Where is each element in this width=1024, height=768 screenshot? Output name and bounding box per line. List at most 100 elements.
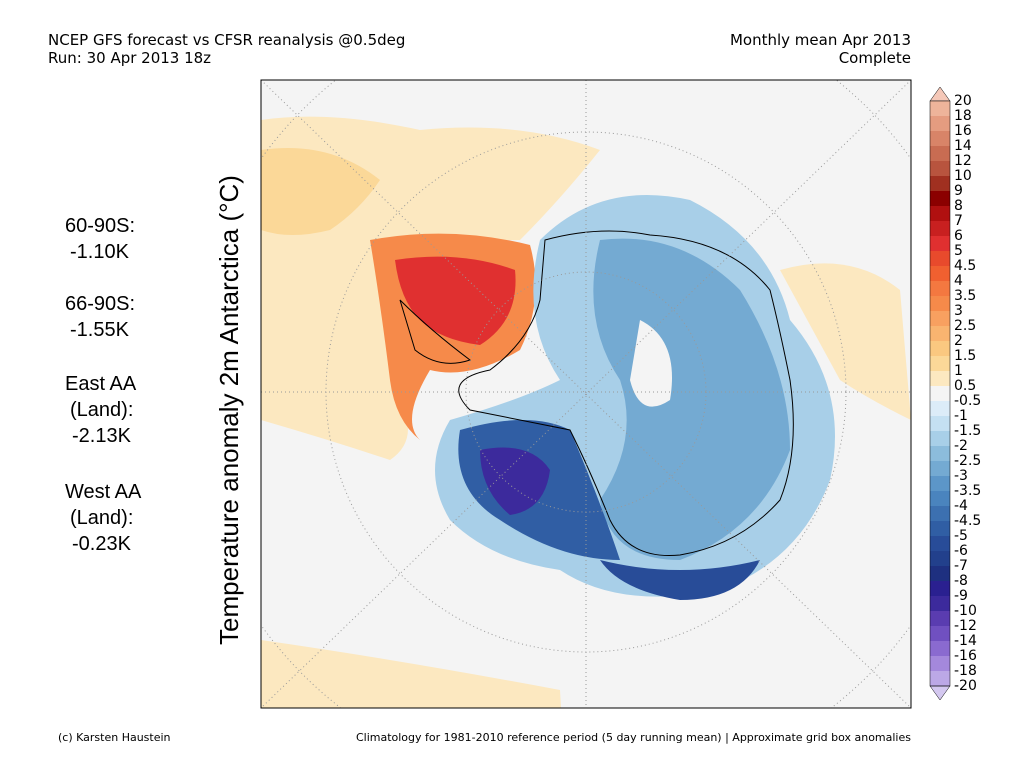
- colorbar-label: -10: [954, 603, 977, 619]
- colorbar-bin: [930, 611, 950, 626]
- colorbar-label: 9: [954, 183, 963, 199]
- colorbar-bin: [930, 401, 950, 416]
- colorbar-bin: [930, 326, 950, 341]
- colorbar-label: -14: [954, 633, 977, 649]
- colorbar-bin: [930, 191, 950, 206]
- colorbar-label: 12: [954, 153, 972, 169]
- colorbar-label: -3: [954, 468, 968, 484]
- colorbar-label: 0.5: [954, 378, 976, 394]
- stat-line: -1.55K: [70, 319, 130, 341]
- cold-area: [593, 238, 790, 561]
- colorbar-bin: [930, 356, 950, 371]
- colorbar-triangle: [929, 685, 951, 701]
- colorbar-bin: [930, 671, 950, 686]
- colorbar-label: 1: [954, 363, 963, 379]
- colorbar-bin: [930, 146, 950, 161]
- colorbar-label: -16: [954, 648, 977, 664]
- colorbar-label: 7: [954, 213, 963, 229]
- colorbar-bin: [930, 491, 950, 506]
- cold-area: [480, 447, 550, 515]
- colorbar-label: -7: [954, 558, 968, 574]
- colorbar-label: -0.5: [954, 393, 981, 409]
- map-frame: [260, 79, 912, 709]
- colorbar-label: 10: [954, 168, 972, 184]
- colorbar-bin: [930, 341, 950, 356]
- coastline: [458, 230, 794, 557]
- colorbar-label: -9: [954, 588, 968, 604]
- warm-area: [261, 148, 380, 235]
- warm-area: [261, 640, 561, 708]
- cold-area: [600, 560, 760, 600]
- colorbar-bin: [930, 281, 950, 296]
- colorbar-label: 18: [954, 108, 972, 124]
- colorbar-bin: [930, 296, 950, 311]
- colorbar-bin: [930, 596, 950, 611]
- colorbar-label: -1.5: [954, 423, 981, 439]
- stat-line: East AA: [65, 373, 137, 395]
- colorbar-label: 3: [954, 303, 963, 319]
- colorbar-label: 6: [954, 228, 963, 244]
- colorbar-label: 4.5: [954, 258, 976, 274]
- colorbar-bin: [930, 206, 950, 221]
- colorbar-label: 5: [954, 243, 963, 259]
- colorbar-bin: [930, 506, 950, 521]
- colorbar-label: 2: [954, 333, 963, 349]
- colorbar-label: -20: [954, 678, 977, 694]
- colorbar-label: 2.5: [954, 318, 976, 334]
- colorbar-label: -2: [954, 438, 968, 454]
- colorbar-bin: [930, 536, 950, 551]
- colorbar-bin: [930, 656, 950, 671]
- colorbar-bin: [930, 101, 950, 116]
- colorbar-triangle: [929, 86, 951, 102]
- colorbar-bin: [930, 431, 950, 446]
- colorbar-bin: [930, 581, 950, 596]
- colorbar-label: -3.5: [954, 483, 981, 499]
- colorbar-label: 16: [954, 123, 972, 139]
- colorbar-bin: [930, 641, 950, 656]
- colorbar-label: -2.5: [954, 453, 981, 469]
- colorbar-bin: [930, 626, 950, 641]
- colorbar-label: -4.5: [954, 513, 981, 529]
- colorbar-bin: [930, 176, 950, 191]
- colorbar-bin: [930, 416, 950, 431]
- colorbar-label: -1: [954, 408, 968, 424]
- colorbar-label: 8: [954, 198, 963, 214]
- graticule: [261, 80, 911, 708]
- colorbar-label: -4: [954, 498, 968, 514]
- colorbar-bin: [930, 386, 950, 401]
- stat-line: West AA: [65, 481, 142, 503]
- header-run: Run: 30 Apr 2013 18z: [48, 49, 211, 67]
- colorbar-bin: [930, 461, 950, 476]
- colorbar-frame: [929, 100, 951, 687]
- colorbar-label: -12: [954, 618, 977, 634]
- colorbar-bin: [930, 371, 950, 386]
- colorbar-bin: [930, 131, 950, 146]
- colorbar-label: -18: [954, 663, 977, 679]
- colorbar-label: 20: [954, 93, 972, 109]
- warm-area: [395, 256, 516, 345]
- map: [261, 80, 911, 708]
- colorbar-label: -5: [954, 528, 968, 544]
- colorbar-bin: [930, 446, 950, 461]
- stat-line: 66-90S:: [65, 293, 135, 315]
- colorbar-label: 14: [954, 138, 972, 154]
- stat-line: -0.23K: [72, 533, 132, 555]
- colorbar-bin: [930, 116, 950, 131]
- colorbar-bin: [930, 251, 950, 266]
- warm-area: [780, 263, 911, 420]
- colorbar-label: 3.5: [954, 288, 976, 304]
- axis-label: Temperature anomaly 2m Antarctica (°C): [214, 175, 244, 645]
- colorbar-bin: [930, 236, 950, 251]
- footer-credit: (c) Karsten Haustein: [58, 731, 171, 744]
- colorbar-bin: [930, 311, 950, 326]
- header-title: NCEP GFS forecast vs CFSR reanalysis @0.…: [48, 31, 405, 49]
- stat-line: (Land):: [70, 399, 133, 421]
- colorbar-bin: [930, 566, 950, 581]
- stat-line: 60-90S:: [65, 215, 135, 237]
- colorbar-bin: [930, 521, 950, 536]
- stat-line: -2.13K: [72, 425, 132, 447]
- header-status: Complete: [839, 49, 911, 67]
- colorbar-bin: [930, 551, 950, 566]
